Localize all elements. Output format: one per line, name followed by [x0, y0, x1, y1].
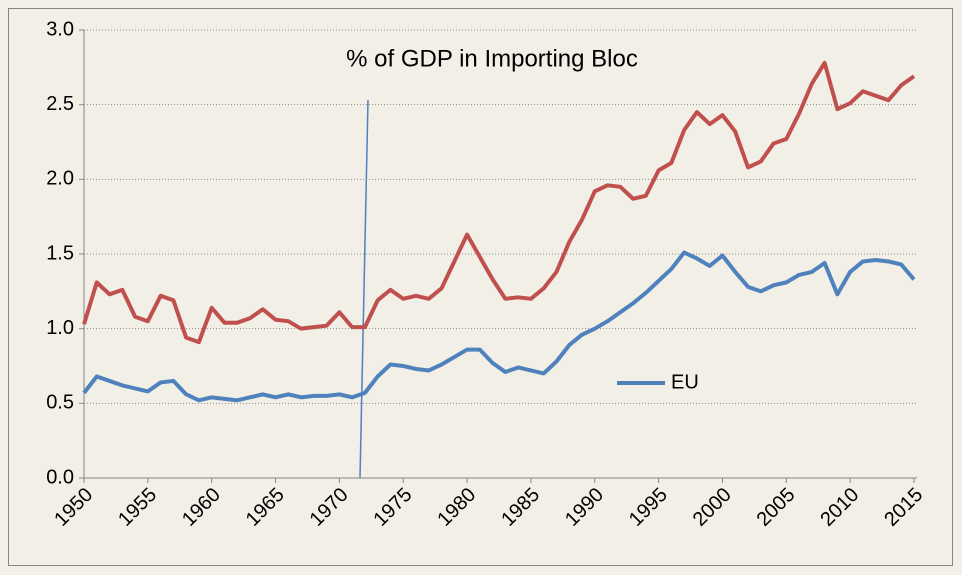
- y-tick-label: 2.5: [46, 93, 74, 115]
- series-line: [82, 60, 916, 345]
- y-tick-label: 0.0: [46, 466, 74, 488]
- y-tick-label: 3.0: [46, 18, 74, 40]
- chart-title: % of GDP in Importing Bloc: [346, 45, 638, 72]
- series-line: [82, 250, 916, 403]
- y-tick-label: 1.5: [46, 242, 74, 264]
- y-tick-label: 1.0: [46, 317, 74, 339]
- annotation-line: [359, 99, 369, 479]
- chart-border: [8, 8, 953, 566]
- y-tick-label: 0.5: [46, 392, 74, 414]
- y-tick-label: 2.0: [46, 168, 74, 190]
- legend-label: EU: [671, 371, 699, 393]
